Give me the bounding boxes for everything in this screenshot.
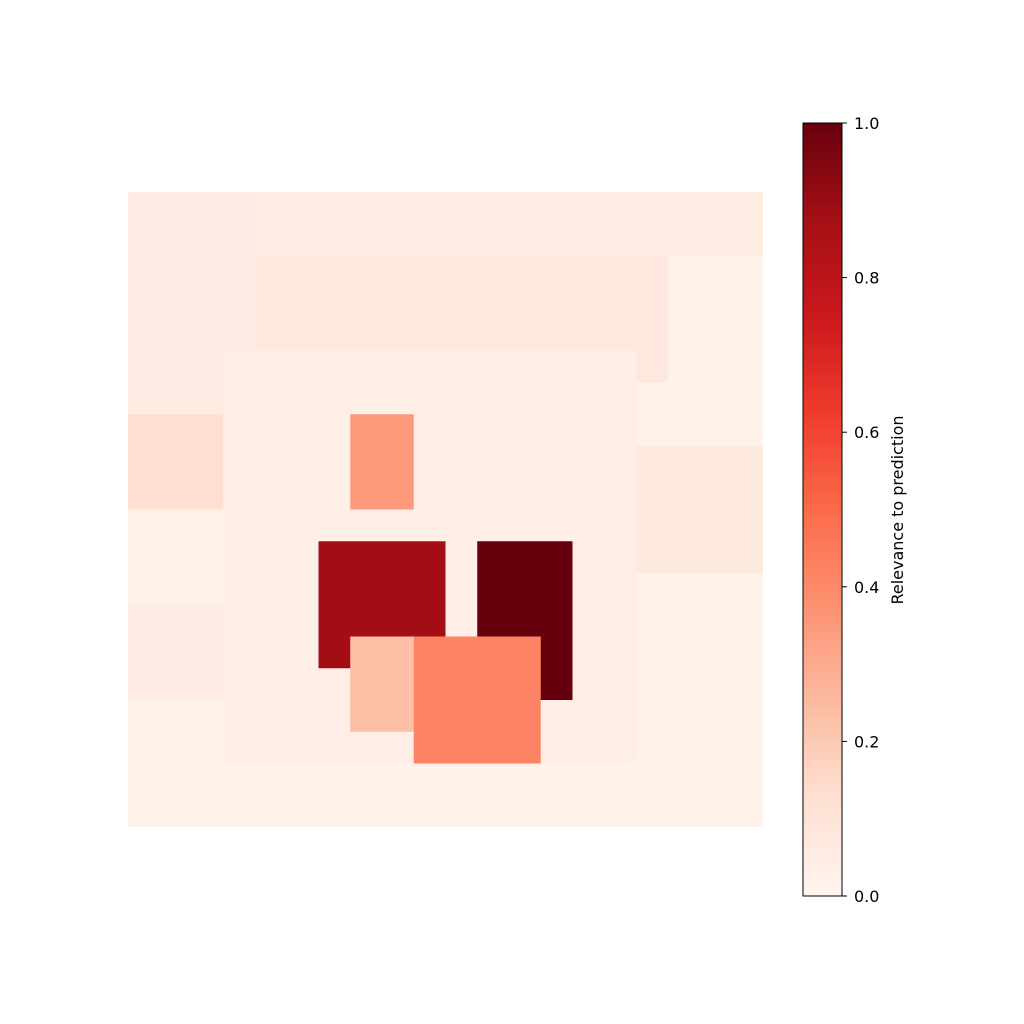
colorbar-label: Relevance to prediction bbox=[888, 415, 907, 604]
colorbar-tick-label: 1.0 bbox=[854, 114, 879, 133]
heatmap-region-r-chin-mid bbox=[413, 636, 541, 764]
heatmap-image bbox=[128, 192, 763, 827]
colorbar-tick-label: 0.0 bbox=[854, 887, 879, 906]
colorbar-tick-label: 0.2 bbox=[854, 732, 879, 751]
heatmap-cell bbox=[413, 636, 541, 764]
heatmap-region-r-eye-left bbox=[350, 414, 414, 510]
colorbar-ticks: 0.0 0.2 0.4 0.6 0.8 1.0 bbox=[842, 114, 879, 906]
heatmap-region-r-left-mid-patch bbox=[128, 414, 224, 510]
colorbar-tick-label: 0.4 bbox=[854, 578, 879, 597]
colorbar-gradient bbox=[802, 122, 843, 897]
colorbar-tick-label: 0.6 bbox=[854, 423, 879, 442]
colorbar-tick-label: 0.8 bbox=[854, 269, 879, 288]
colorbar: 0.0 0.2 0.4 0.6 0.8 1.0 Relevance to predicti… bbox=[802, 114, 907, 906]
heatmap-region-r-top-band bbox=[255, 192, 763, 256]
heatmap-cell bbox=[350, 414, 414, 510]
heatmap-cell bbox=[255, 192, 763, 256]
heatmap-cell bbox=[128, 414, 224, 510]
